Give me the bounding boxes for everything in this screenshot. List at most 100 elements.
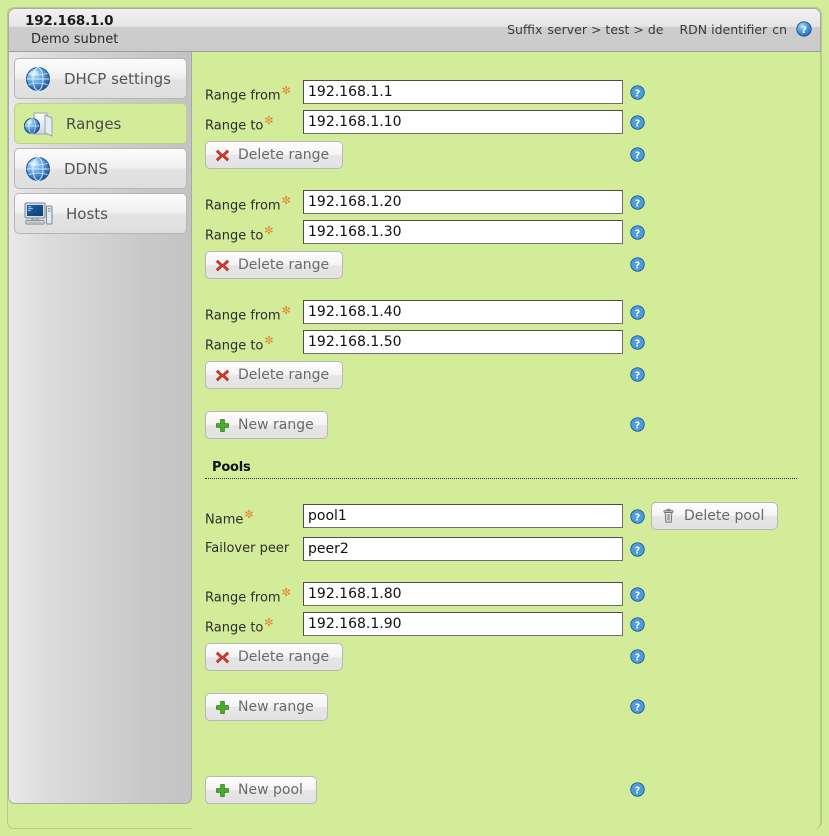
red-x-icon (215, 650, 230, 665)
svg-text:?: ? (635, 308, 640, 319)
new-range-button[interactable]: New range (205, 411, 328, 439)
range-to-label: Range to✼ (205, 224, 274, 244)
sidebar-item-label: Hosts (66, 204, 108, 223)
pool-name-row: Name✼ ? Delete pool (192, 502, 820, 530)
svg-text:?: ? (635, 370, 640, 381)
new-range-row: New range ? (192, 411, 820, 439)
suffix-value: server > test > de (547, 21, 664, 37)
help-icon[interactable]: ? (630, 649, 645, 664)
svg-text:?: ? (635, 88, 640, 99)
range-from-input[interactable] (303, 300, 623, 324)
pools-section-header: Pools (205, 460, 797, 479)
range-to-row: Range to✼ ? (192, 330, 820, 356)
required-marker: ✼ (264, 616, 274, 629)
sidebar-item-dhcp-settings[interactable]: DHCP settings (14, 58, 187, 99)
help-icon[interactable]: ? (796, 21, 812, 37)
help-icon[interactable]: ? (630, 417, 645, 432)
rdn-label: RDN identifier (679, 21, 768, 37)
help-icon[interactable]: ? (630, 782, 645, 797)
range-to-label: Range to✼ (205, 114, 274, 134)
help-icon[interactable]: ? (630, 509, 645, 524)
delete-range-button[interactable]: Delete range (205, 141, 344, 169)
range-from-input[interactable] (303, 190, 623, 214)
required-marker: ✼ (264, 224, 274, 237)
sidebar-item-label: DHCP settings (64, 69, 171, 88)
sidebar-item-ranges[interactable]: Ranges (14, 103, 187, 144)
new-range-label: New range (238, 417, 314, 433)
delete-range-label: Delete range (238, 367, 330, 383)
pool-range-from-input[interactable] (303, 582, 623, 606)
help-icon[interactable]: ? (630, 225, 645, 240)
delete-range-button[interactable]: Delete range (205, 643, 344, 671)
range-to-input[interactable] (303, 220, 623, 244)
svg-text:?: ? (801, 25, 807, 36)
failover-peer-label: Failover peer (205, 541, 290, 556)
svg-text:?: ? (635, 620, 640, 631)
delete-range-label: Delete range (238, 147, 330, 163)
new-range-button[interactable]: New range (205, 693, 328, 721)
help-icon[interactable]: ? (630, 617, 645, 632)
main-content-panel: Range from✼ ? Range to✼ ? Delete range (192, 52, 821, 829)
range-from-row: Range from✼ ? (192, 190, 820, 216)
range-to-label: Range to✼ (205, 334, 274, 354)
help-icon[interactable]: ? (630, 195, 645, 210)
svg-text:?: ? (635, 150, 640, 161)
required-marker: ✼ (281, 84, 291, 97)
rdn-value: cn (772, 21, 787, 37)
suffix-group: Suffix server > test > de (507, 22, 663, 37)
new-pool-button[interactable]: New pool (205, 776, 317, 804)
new-range-label: New range (238, 699, 314, 715)
help-icon[interactable]: ? (630, 147, 645, 162)
svg-text:?: ? (635, 118, 640, 129)
required-marker: ✼ (281, 194, 291, 207)
sidebar-item-hosts[interactable]: Hosts (14, 193, 187, 234)
red-x-icon (215, 258, 230, 273)
sidebar-item-ddns[interactable]: DDNS (14, 148, 187, 189)
svg-text:?: ? (635, 260, 640, 271)
help-icon[interactable]: ? (630, 367, 645, 382)
trash-icon (661, 508, 676, 524)
delete-range-row: Delete range ? (192, 251, 820, 279)
required-marker: ✼ (264, 334, 274, 347)
pool-range-to-input[interactable] (303, 612, 623, 636)
red-x-icon (215, 148, 230, 163)
pool-range-from-row: Range from✼ ? (192, 582, 820, 608)
delete-pool-button[interactable]: Delete pool (651, 502, 779, 530)
pool-delete-range-row: Delete range ? (192, 643, 820, 671)
failover-peer-input[interactable] (303, 537, 623, 561)
svg-text:?: ? (635, 652, 640, 663)
green-plus-icon (215, 418, 230, 433)
range-to-row: Range to✼ ? (192, 220, 820, 246)
header-meta: Suffix server > test > de RDN identifier… (507, 21, 812, 37)
required-marker: ✼ (264, 114, 274, 127)
help-icon[interactable]: ? (630, 699, 645, 714)
delete-range-button[interactable]: Delete range (205, 361, 344, 389)
help-icon[interactable]: ? (630, 587, 645, 602)
range-to-label: Range to✼ (205, 616, 274, 636)
sidebar-item-label: DDNS (64, 159, 108, 178)
delete-range-button[interactable]: Delete range (205, 251, 344, 279)
pool-name-input[interactable] (303, 504, 623, 528)
page-title: 192.168.1.0 (25, 13, 114, 29)
range-from-row: Range from✼ ? (192, 80, 820, 106)
help-icon[interactable]: ? (630, 542, 645, 557)
range-from-row: Range from✼ ? (192, 300, 820, 326)
new-pool-row: New pool ? (192, 776, 820, 804)
svg-text:?: ? (635, 420, 640, 431)
svg-text:?: ? (635, 545, 640, 556)
range-to-input[interactable] (303, 330, 623, 354)
required-marker: ✼ (281, 586, 291, 599)
delete-pool-label: Delete pool (684, 508, 765, 524)
range-from-input[interactable] (303, 80, 623, 104)
header-bar: 192.168.1.0 Demo subnet Suffix server > … (8, 8, 821, 52)
help-icon[interactable]: ? (630, 257, 645, 272)
help-icon[interactable]: ? (630, 115, 645, 130)
help-icon[interactable]: ? (630, 335, 645, 350)
failover-peer-row: Failover peer ? (192, 537, 820, 563)
range-to-input[interactable] (303, 110, 623, 134)
pool-name-label: Name✼ (205, 508, 254, 528)
svg-text:?: ? (635, 228, 640, 239)
help-icon[interactable]: ? (630, 305, 645, 320)
help-icon[interactable]: ? (630, 85, 645, 100)
